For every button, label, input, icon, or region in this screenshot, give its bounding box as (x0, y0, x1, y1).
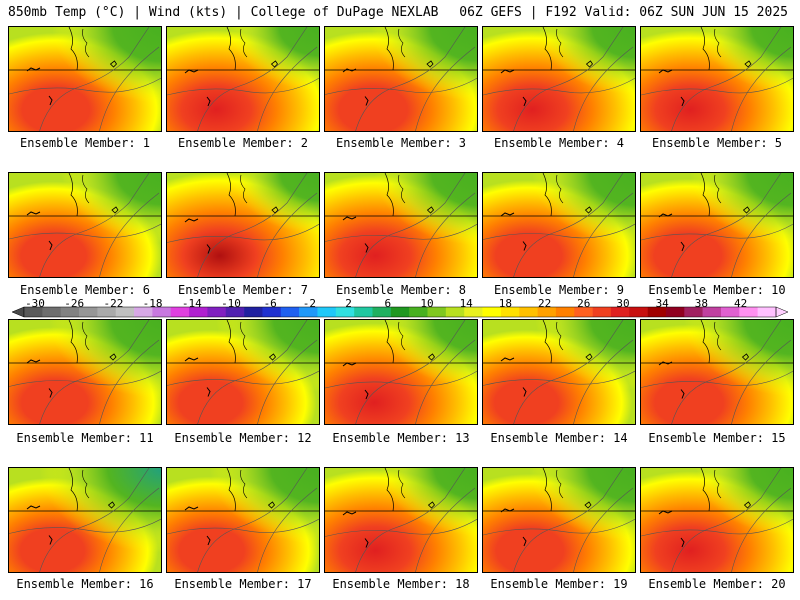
colorbar-tick-labels: -30 -26 -22 -18 -14 -10 -6 -2 2 6 10 14 18 22 26 30 34 38… (0, 297, 800, 310)
ensemble-member-label: Ensemble Member: 15 (648, 431, 786, 445)
ensemble-member-map (640, 319, 794, 425)
ensemble-member-map (482, 319, 636, 425)
colorbar-tick-label: 2 (345, 297, 352, 310)
ensemble-member-label: Ensemble Member: 9 (493, 283, 625, 297)
ensemble-member-map (482, 467, 636, 573)
ensemble-member-label: Ensemble Member: 6 (19, 283, 151, 297)
colorbar-tick-label: 18 (498, 297, 513, 310)
colorbar-tick-label: -6 (263, 297, 277, 310)
colorbar-tick-label: -18 (142, 297, 163, 310)
ensemble-member-map (166, 467, 320, 573)
ensemble-member-label: Ensemble Member: 17 (174, 577, 312, 591)
colorbar-tick-label: 30 (616, 297, 630, 310)
ensemble-member-label: Ensemble Member: 1 (19, 136, 151, 150)
ensemble-member-map (166, 26, 320, 132)
ensemble-member-map (8, 319, 162, 425)
ensemble-member-label: Ensemble Member: 2 (177, 136, 309, 150)
ensemble-member-map (8, 172, 162, 278)
colorbar-tick-label: 42 (733, 297, 748, 310)
ensemble-member-label: Ensemble Member: 14 (490, 431, 628, 445)
ensemble-member-map (324, 26, 478, 132)
ensemble-member-label: Ensemble Member: 19 (490, 577, 628, 591)
colorbar-tick-label: -10 (221, 297, 241, 310)
ensemble-member-label: Ensemble Member: 11 (16, 431, 154, 445)
colorbar-tick-label: 26 (577, 297, 591, 310)
colorbar-tick-label: -2 (302, 297, 317, 310)
ensemble-member-label: Ensemble Member: 4 (493, 136, 625, 150)
ensemble-member-label: Ensemble Member: 3 (335, 136, 467, 150)
ensemble-member-map (324, 467, 478, 573)
ensemble-member-map (8, 467, 162, 573)
ensemble-member-map (640, 172, 794, 278)
ensemble-member-label: Ensemble Member: 5 (651, 136, 783, 150)
ensemble-member-label: Ensemble Member: 20 (648, 577, 786, 591)
colorbar-tick-label: 34 (655, 297, 669, 310)
model-valid-time: 06Z GEFS | F192 Valid: 06Z SUN JUN 15 20… (459, 5, 788, 20)
ensemble-member-label: Ensemble Member: 13 (332, 431, 470, 445)
colorbar-tick-label: 10 (420, 297, 434, 310)
ensemble-member-map (324, 319, 478, 425)
ensemble-member-map (640, 467, 794, 573)
ensemble-member-label: Ensemble Member: 16 (16, 577, 154, 591)
colorbar-tick-label: 22 (537, 297, 552, 310)
temperature-colorbar (12, 306, 788, 318)
ensemble-member-map (640, 26, 794, 132)
ensemble-member-label: Ensemble Member: 7 (177, 283, 309, 297)
colorbar-tick-label: 6 (384, 297, 392, 310)
ensemble-member-map (8, 26, 162, 132)
ensemble-member-label: Ensemble Member: 18 (332, 577, 470, 591)
ensemble-member-label: Ensemble Member: 10 (648, 283, 786, 297)
map-title: 850mb Temp (°C) | Wind (kts) | College o… (8, 5, 439, 20)
ensemble-member-map (324, 172, 478, 278)
ensemble-member-map (166, 319, 320, 425)
colorbar-tick-label: -22 (103, 297, 124, 310)
colorbar-tick-label: 38 (694, 297, 709, 310)
ensemble-member-label: Ensemble Member: 12 (174, 431, 312, 445)
ensemble-member-map (482, 26, 636, 132)
ensemble-member-map (166, 172, 320, 278)
colorbar-tick-label: -14 (181, 297, 202, 310)
ensemble-member-map (482, 172, 636, 278)
colorbar-tick-label: -30 (25, 297, 45, 310)
colorbar-tick-label: -26 (64, 297, 85, 310)
colorbar-tick-label: 14 (459, 297, 473, 310)
ensemble-member-label: Ensemble Member: 8 (335, 283, 467, 297)
